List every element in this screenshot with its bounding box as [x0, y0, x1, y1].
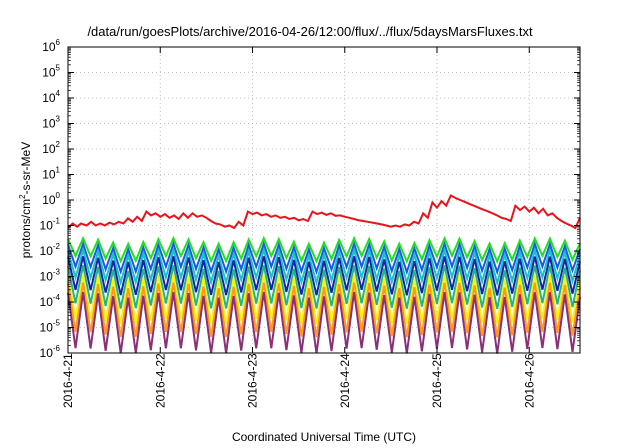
- series-line: [67, 274, 581, 325]
- y-axis-label: protons/cm2-s-sr-MeV: [18, 142, 33, 258]
- chart-title: /data/run/goesPlots/archive/2016-04-26/1…: [87, 24, 533, 39]
- series-line: [67, 256, 581, 296]
- y-tick-label: 10-4: [40, 293, 61, 309]
- x-tick-label: 2016-4-24: [338, 353, 352, 408]
- y-tick-label: 102: [42, 140, 60, 156]
- series-line: [67, 246, 581, 287]
- series-line: [67, 235, 581, 265]
- y-tick-label: 10-5: [40, 319, 61, 335]
- x-axis-label: Coordinated Universal Time (UTC): [232, 430, 416, 444]
- x-tick-label: 2016-4-21: [61, 353, 75, 408]
- y-tick-label: 100: [42, 191, 60, 207]
- y-tick-label: 10-3: [40, 268, 61, 284]
- y-tick-label: 106: [42, 38, 60, 54]
- series-line: [67, 291, 581, 354]
- series-line: [67, 240, 581, 276]
- y-tick-label: 105: [42, 64, 60, 80]
- series-line: [67, 265, 581, 309]
- y-tick-label: 101: [42, 166, 60, 182]
- series-line: [67, 194, 581, 230]
- data-series: [67, 194, 581, 354]
- x-tick-label: 2016-4-26: [522, 353, 536, 408]
- x-axis-ticks: 2016-4-21 2016-4-22 2016-4-23 2016-4-24 2016…: [61, 47, 536, 408]
- y-axis-ticks: 10-6 10-5 10-4 10-3 10-2 10-1 100 101 102 103 104 1…: [40, 38, 580, 360]
- y-tick-label: 10-2: [40, 242, 61, 258]
- y-tick-label: 104: [42, 89, 60, 105]
- y-tick-label: 10-6: [40, 344, 61, 360]
- y-tick-label: 103: [42, 115, 60, 131]
- series-line: [67, 282, 581, 338]
- x-tick-label: 2016-4-22: [153, 353, 167, 408]
- x-tick-label: 2016-4-25: [430, 353, 444, 408]
- x-tick-label: 2016-4-23: [246, 353, 260, 408]
- y-tick-label: 10-1: [40, 217, 61, 233]
